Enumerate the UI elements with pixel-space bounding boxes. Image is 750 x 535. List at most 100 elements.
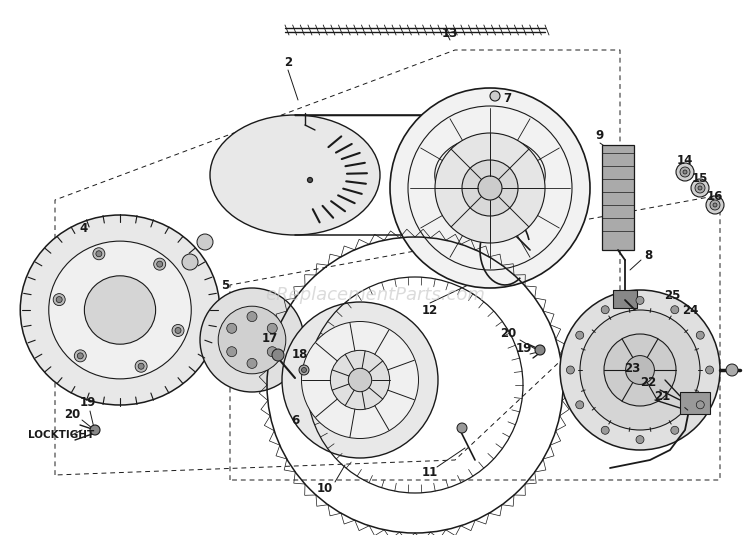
Text: 2: 2 — [284, 56, 292, 68]
Circle shape — [330, 350, 390, 410]
Circle shape — [302, 368, 307, 372]
Circle shape — [696, 401, 704, 409]
Circle shape — [96, 251, 102, 257]
Circle shape — [302, 322, 418, 439]
Circle shape — [698, 186, 702, 190]
Circle shape — [218, 306, 286, 374]
Text: 15: 15 — [692, 172, 708, 185]
Circle shape — [478, 176, 502, 200]
Circle shape — [726, 364, 738, 376]
Circle shape — [676, 163, 694, 181]
Circle shape — [53, 294, 65, 305]
Circle shape — [56, 296, 62, 303]
Text: 10: 10 — [317, 482, 333, 494]
Circle shape — [267, 347, 278, 357]
Ellipse shape — [20, 215, 220, 405]
Circle shape — [576, 331, 584, 339]
Text: 17: 17 — [262, 332, 278, 345]
Text: 13: 13 — [442, 27, 458, 40]
Circle shape — [670, 426, 679, 434]
Ellipse shape — [210, 115, 380, 235]
Circle shape — [636, 296, 644, 304]
Text: 9: 9 — [596, 128, 604, 141]
Circle shape — [348, 368, 372, 392]
Circle shape — [490, 91, 500, 101]
Text: 24: 24 — [682, 303, 698, 317]
Circle shape — [626, 356, 655, 385]
Circle shape — [604, 334, 676, 406]
Circle shape — [696, 331, 704, 339]
Circle shape — [706, 366, 713, 374]
Circle shape — [90, 425, 100, 435]
Text: eReplacementParts.com: eReplacementParts.com — [265, 286, 485, 304]
Circle shape — [566, 366, 574, 374]
Circle shape — [182, 254, 198, 270]
Circle shape — [691, 179, 709, 197]
Bar — [602, 145, 634, 250]
Circle shape — [636, 435, 644, 444]
Circle shape — [535, 345, 545, 355]
Text: 19: 19 — [80, 396, 96, 409]
Text: 23: 23 — [624, 362, 640, 374]
Text: 21: 21 — [654, 391, 670, 403]
Circle shape — [197, 234, 213, 250]
Circle shape — [299, 365, 309, 375]
Circle shape — [77, 353, 83, 359]
Bar — [680, 392, 710, 414]
Circle shape — [247, 311, 257, 322]
Ellipse shape — [405, 115, 575, 235]
Circle shape — [247, 358, 257, 369]
Text: 8: 8 — [644, 248, 652, 262]
Circle shape — [154, 258, 166, 270]
Circle shape — [457, 423, 467, 433]
Circle shape — [135, 360, 147, 372]
Circle shape — [683, 170, 687, 174]
Circle shape — [308, 178, 313, 182]
Text: 22: 22 — [640, 376, 656, 388]
Circle shape — [508, 182, 512, 187]
Circle shape — [560, 290, 720, 450]
Text: 25: 25 — [664, 288, 680, 302]
Ellipse shape — [49, 241, 191, 379]
Text: 12: 12 — [422, 303, 438, 317]
Circle shape — [272, 349, 284, 361]
Text: 11: 11 — [422, 467, 438, 479]
Text: 7: 7 — [503, 91, 511, 104]
Circle shape — [695, 183, 705, 193]
Circle shape — [138, 363, 144, 369]
Circle shape — [157, 261, 163, 267]
Circle shape — [282, 302, 438, 458]
Ellipse shape — [85, 276, 156, 344]
Circle shape — [74, 350, 86, 362]
Text: 19: 19 — [516, 341, 532, 355]
Circle shape — [200, 288, 304, 392]
Circle shape — [670, 305, 679, 314]
Circle shape — [680, 167, 690, 177]
Text: 6: 6 — [291, 414, 299, 426]
Text: 5: 5 — [221, 279, 230, 292]
Circle shape — [710, 200, 720, 210]
Text: 20: 20 — [64, 409, 80, 422]
Circle shape — [713, 203, 717, 207]
Circle shape — [602, 305, 609, 314]
Bar — [613, 290, 637, 308]
Text: 18: 18 — [292, 348, 308, 361]
Text: 14: 14 — [676, 154, 693, 166]
Circle shape — [175, 327, 181, 333]
Circle shape — [226, 323, 237, 333]
Text: 4: 4 — [80, 221, 88, 234]
Text: 20: 20 — [500, 326, 516, 340]
Circle shape — [267, 323, 278, 333]
Text: 16: 16 — [706, 189, 723, 203]
Circle shape — [172, 324, 184, 337]
Circle shape — [602, 426, 609, 434]
Circle shape — [226, 347, 237, 357]
Circle shape — [390, 88, 590, 288]
Circle shape — [706, 196, 724, 214]
Circle shape — [576, 401, 584, 409]
Circle shape — [462, 160, 518, 216]
Circle shape — [580, 310, 700, 430]
Circle shape — [93, 248, 105, 260]
Text: LOCKTIGHT: LOCKTIGHT — [28, 430, 94, 440]
Circle shape — [435, 133, 545, 243]
